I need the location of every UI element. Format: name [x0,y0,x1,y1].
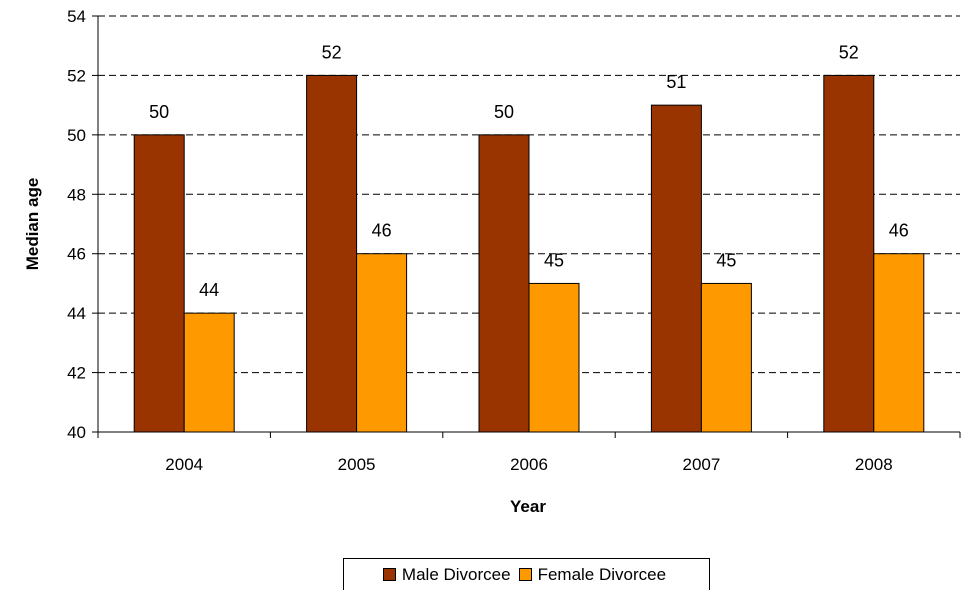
x-tick-labels: 2004 2005 2006 2007 2008 [165,455,892,474]
bar-male-2005 [306,74,358,433]
data-label-male-2006: 50 [494,102,514,122]
bar-female-2005 [356,253,408,433]
legend-label-female: Female Divorcee [537,564,667,584]
y-axis-title: Median age [23,178,42,271]
bar-female-2004 [183,312,235,433]
bar-female-2007 [700,282,752,433]
x-tick-label: 2006 [510,455,548,474]
y-tick-label: 42 [67,364,86,383]
x-tick-label: 2004 [165,455,203,474]
y-tick-labels: 40 42 44 46 48 50 52 54 [67,7,86,442]
x-axis-title: Year [510,497,546,516]
bar-male-2006 [478,134,530,433]
y-tick-label: 44 [67,304,86,323]
y-tick-label: 52 [67,66,86,85]
data-label-female-2008: 46 [889,221,909,241]
bars [133,74,925,433]
x-tick-label: 2005 [338,455,376,474]
x-tick-label: 2007 [682,455,720,474]
data-label-female-2004: 44 [199,280,219,300]
legend-item-male: Male Divorcee [382,564,511,585]
bar-chart: 40 42 44 46 48 50 52 54 2004 2005 2006 2007 2008 50… [23,7,961,516]
data-label-male-2005: 52 [322,42,342,62]
legend: Male Divorcee Female Divorcee [343,558,710,590]
legend-swatch-female [518,568,532,581]
legend-swatch-male [382,568,396,581]
y-tick-label: 48 [67,185,86,204]
x-tick-label: 2008 [855,455,893,474]
data-label-female-2006: 45 [544,250,564,270]
legend-item-female: Female Divorcee [518,564,667,585]
data-label-female-2005: 46 [372,221,392,241]
data-label-male-2008: 52 [839,42,859,62]
bar-female-2008 [873,253,925,433]
bar-female-2006 [528,282,580,433]
bar-male-2007 [650,104,702,433]
legend-label-male: Male Divorcee [401,564,511,584]
y-tick-label: 40 [67,423,86,442]
data-labels: 50 44 52 46 50 45 51 45 52 46 [149,42,909,300]
data-label-female-2007: 45 [716,250,736,270]
y-tick-label: 54 [67,7,86,26]
y-tick-label: 46 [67,245,86,264]
bar-male-2008 [823,74,875,433]
axes [92,15,961,438]
y-tick-label: 50 [67,126,86,145]
data-label-male-2004: 50 [149,102,169,122]
bar-male-2004 [133,134,185,433]
data-label-male-2007: 51 [666,72,686,92]
